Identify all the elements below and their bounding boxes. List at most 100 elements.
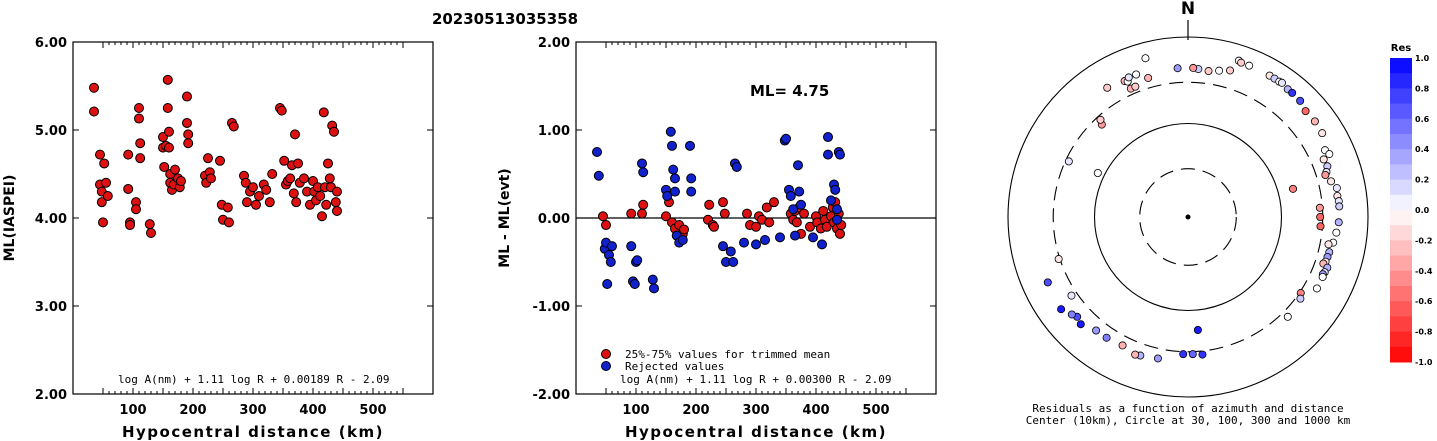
colorbar-block [1390, 255, 1412, 272]
data-point [835, 149, 845, 160]
data-point [267, 169, 278, 179]
station-residual [1179, 350, 1188, 359]
data-point [261, 184, 272, 195]
data-point [330, 197, 341, 208]
data-point [240, 177, 251, 188]
colorbar-block [1390, 73, 1412, 89]
station-residual [1245, 61, 1254, 70]
data-point [206, 173, 216, 184]
colorbar-tick-label: -0.4 [1415, 267, 1433, 276]
data-point [146, 227, 156, 238]
y-tick-label: 2.00 [35, 388, 67, 403]
station-residual [1132, 70, 1141, 79]
colorbar-blocks [1390, 58, 1412, 363]
colorbar-tick-label: 0.8 [1415, 84, 1430, 93]
colorbar-block [1390, 194, 1412, 211]
data-point [162, 103, 173, 113]
colorbar-tick-label: 0.0 [1415, 206, 1430, 215]
station-residual [1301, 107, 1310, 116]
data-point [793, 160, 803, 171]
station-residual [1188, 350, 1197, 359]
x-tick-label: 400 [299, 403, 326, 418]
station-residual [1316, 222, 1325, 231]
colorbar-block [1390, 58, 1412, 74]
data-point [293, 158, 303, 169]
data-point [662, 191, 673, 201]
polar-caption-2: Center (10km), Circle at 30, 100, 300 an… [1026, 414, 1351, 427]
colorbar-block [1390, 103, 1412, 120]
data-point [99, 158, 110, 169]
data-point [125, 220, 135, 231]
data-point [775, 232, 785, 243]
station-residual [1327, 177, 1336, 186]
data-point [677, 235, 688, 245]
station-residual [1310, 117, 1319, 126]
data-point [290, 129, 300, 140]
station-residual [1289, 184, 1298, 193]
station-residual [1277, 78, 1286, 87]
y-tick-label: 3.00 [35, 300, 67, 315]
formula: log A(nm) + 1.11 log R + 0.00189 R - 2.0… [118, 373, 390, 386]
data-point [799, 208, 809, 219]
north-label: N [1181, 0, 1195, 19]
station-residual [1067, 310, 1076, 319]
data-point [164, 126, 174, 137]
panel-ml: 2.00 3.00 4.00 5.00 6.00 100 200 300 400 500 ML(… [2, 36, 434, 441]
data-point [751, 221, 761, 232]
data-point [739, 237, 749, 248]
data-point [135, 153, 146, 164]
data-point [670, 186, 680, 197]
data-point [101, 177, 111, 188]
y-axis-ticks: 2.00 3.00 4.00 5.00 6.00 [35, 36, 433, 403]
station-residual [1312, 284, 1321, 293]
data-point [769, 197, 779, 208]
station-residual [1332, 228, 1341, 237]
data-point [318, 107, 329, 118]
data-point [215, 155, 225, 166]
colorbar-block [1390, 286, 1412, 302]
figure-title: 20230513035358 [432, 10, 578, 28]
x-tick-label: 500 [862, 403, 889, 418]
colorbar-block [1390, 346, 1412, 363]
station-residual [1335, 202, 1344, 211]
data-point [637, 158, 647, 169]
station-residual [1332, 184, 1341, 193]
station-residual [1144, 73, 1153, 82]
data-points [1043, 54, 1344, 363]
x-axis-label: Hypocentral distance (km) [122, 423, 384, 441]
formula: log A(nm) + 1.11 log R + 0.00300 R - 2.0… [620, 373, 892, 386]
data-point [649, 283, 659, 294]
x-axis-ticks: 100 200 300 400 500 [102, 42, 404, 418]
data-point [98, 217, 108, 228]
station-residual [1057, 305, 1066, 314]
station-residual [1215, 66, 1224, 75]
data-point [832, 214, 842, 225]
station-residual [1334, 218, 1343, 227]
data-point [626, 208, 637, 219]
data-point [288, 188, 299, 199]
data-point [791, 217, 802, 228]
station-residual [1316, 212, 1325, 221]
colorbar-block [1390, 240, 1412, 257]
data-point [679, 224, 689, 235]
data-point [299, 173, 309, 184]
x-tick-label: 200 [682, 403, 709, 418]
data-point [685, 140, 695, 151]
data-point [332, 186, 342, 197]
data-point [605, 257, 616, 267]
data-point [182, 117, 192, 128]
colorbar-tick-label: -0.2 [1415, 236, 1433, 245]
data-point [665, 126, 676, 137]
data-point [719, 208, 730, 219]
data-point [607, 241, 617, 252]
y-axis-ticks: -2.00 -1.00 0.00 1.00 2.00 [533, 36, 936, 403]
data-point [794, 186, 805, 197]
data-point [821, 221, 832, 232]
x-tick-label: 100 [119, 403, 146, 418]
data-point [592, 147, 602, 157]
data-point [601, 220, 611, 231]
data-point [251, 199, 261, 210]
station-residual [1315, 203, 1324, 212]
x-axis-ticks: 100 200 300 400 500 [605, 42, 907, 418]
